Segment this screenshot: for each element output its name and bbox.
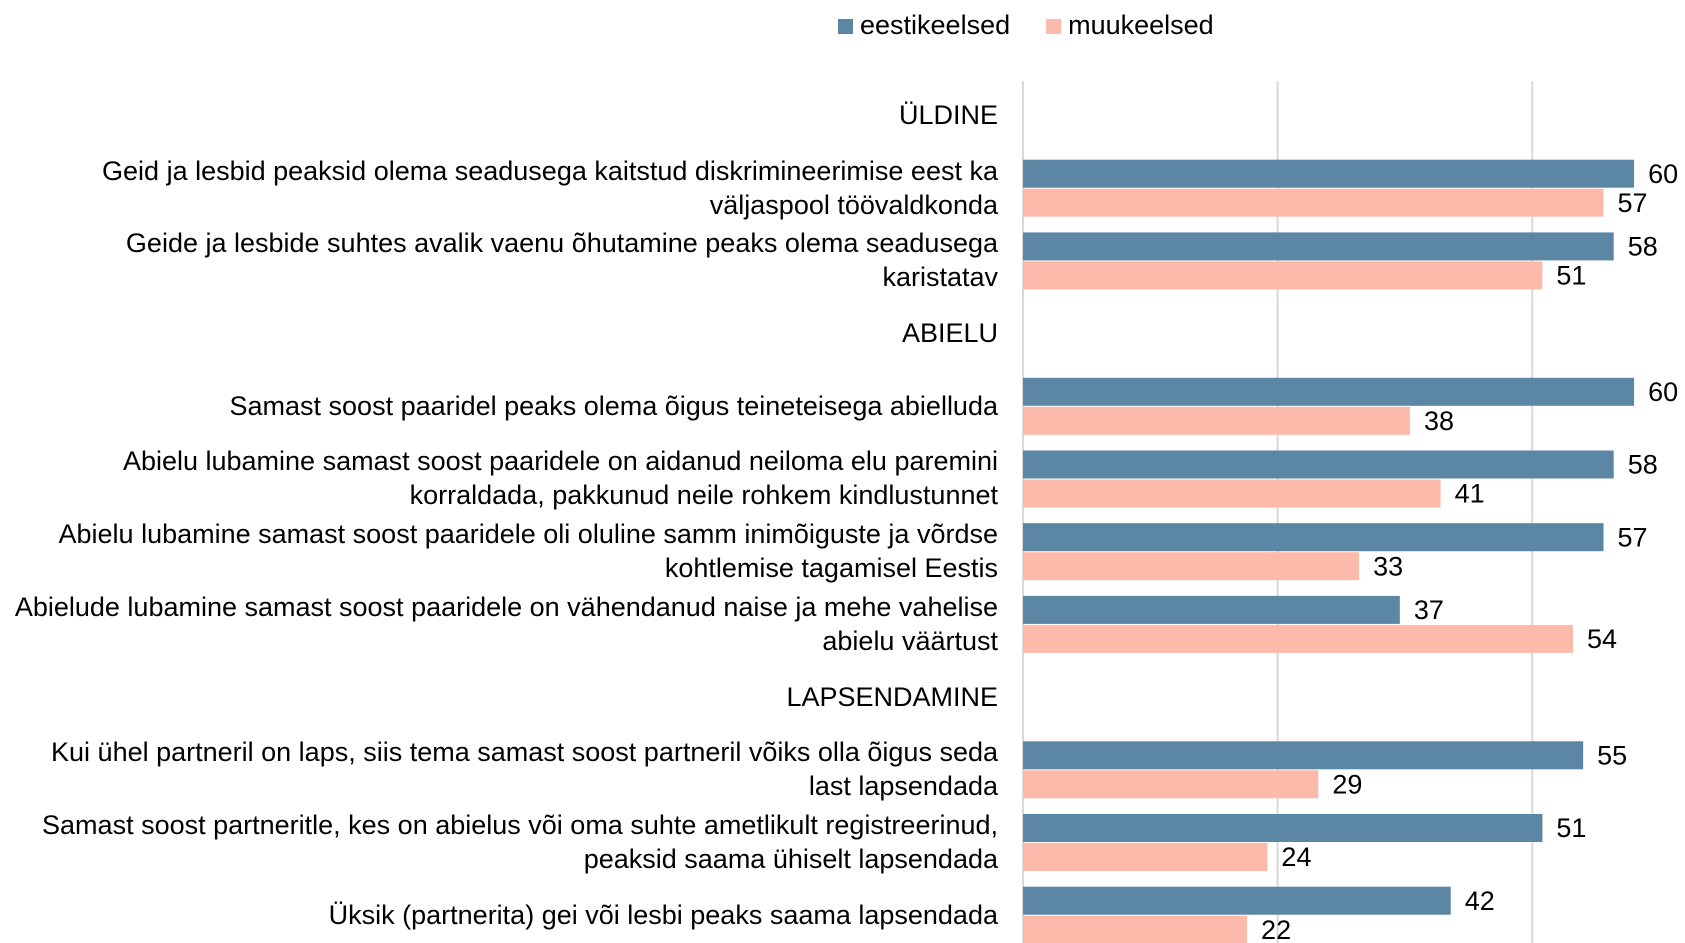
bar (1023, 886, 1451, 915)
data-label: 54 (1587, 624, 1617, 654)
category-label: Samast soost paaridel peaks olema õigus … (229, 390, 999, 421)
data-label: 38 (1424, 406, 1454, 436)
legend-swatch (838, 19, 853, 34)
data-label: 60 (1648, 377, 1678, 407)
category-label: ABIELU (901, 318, 998, 349)
category-text: ÜLDINE (898, 99, 998, 130)
bar (1023, 450, 1614, 479)
bar (1023, 552, 1360, 581)
category-text: Üksik (partnerita) gei või lesbi peaks s… (328, 899, 998, 930)
category-label: Abielu lubamine samast soost paaridele o… (122, 446, 998, 511)
bar (1023, 741, 1584, 770)
category-label: Abielu lubamine samast soost paaridele o… (58, 519, 998, 584)
bar (1023, 915, 1248, 943)
category-label: Geide ja lesbide suhtes avalik vaenu õhu… (125, 228, 998, 293)
data-label: 58 (1628, 232, 1658, 262)
category-label: ÜLDINE (898, 99, 998, 130)
category-text: Kui ühel partneril on laps, siis tema sa… (51, 737, 998, 802)
category-text: Samast soost partneritle, kes on abielus… (42, 809, 998, 874)
data-label: 55 (1597, 740, 1627, 770)
category-text: Abielu lubamine samast soost paaridele o… (122, 446, 998, 511)
bar (1023, 377, 1635, 406)
data-label: 57 (1618, 522, 1648, 552)
bar (1023, 261, 1543, 290)
bar (1023, 188, 1604, 217)
bar (1023, 843, 1268, 871)
category-text: Abielude lubamine samast soost paaridele… (14, 591, 998, 656)
data-label: 57 (1618, 188, 1648, 218)
category-text: Abielu lubamine samast soost paaridele o… (58, 519, 998, 584)
legend-swatch (1046, 19, 1062, 34)
category-label: Kui ühel partneril on laps, siis tema sa… (51, 737, 998, 802)
category-label: Üksik (partnerita) gei või lesbi peaks s… (328, 899, 998, 930)
bar (1023, 770, 1319, 799)
data-label: 24 (1281, 842, 1311, 872)
category-label: Abielude lubamine samast soost paaridele… (14, 591, 998, 656)
bar (1023, 232, 1614, 261)
data-label: 42 (1465, 886, 1495, 916)
category-label: LAPSENDAMINE (786, 681, 998, 712)
data-label: 58 (1628, 450, 1658, 480)
category-text: LAPSENDAMINE (786, 681, 998, 712)
data-label: 41 (1455, 479, 1485, 509)
data-label: 51 (1556, 261, 1586, 291)
category-label: Geid ja lesbid peaksid olema seadusega k… (102, 155, 998, 220)
data-label: 60 (1648, 159, 1678, 189)
category-text: Samast soost paaridel peaks olema õigus … (229, 390, 999, 421)
data-label: 22 (1261, 915, 1291, 943)
category-label: Samast soost partneritle, kes on abielus… (42, 809, 998, 874)
legend-label: eestikeelsed (860, 10, 1010, 40)
bar (1023, 814, 1543, 842)
bar (1023, 479, 1441, 508)
data-label: 51 (1556, 813, 1586, 843)
data-label: 33 (1373, 551, 1403, 581)
bar (1023, 159, 1635, 188)
bar (1023, 523, 1604, 552)
category-text: Geid ja lesbid peaksid olema seadusega k… (102, 155, 998, 220)
bar (1023, 624, 1573, 653)
category-text: ABIELU (901, 318, 998, 349)
data-label: 37 (1414, 595, 1444, 625)
legend-label: muukeelsed (1068, 10, 1214, 40)
bar (1023, 406, 1411, 435)
category-text: Geide ja lesbide suhtes avalik vaenu õhu… (125, 228, 998, 293)
data-label: 29 (1332, 769, 1362, 799)
bar (1023, 595, 1400, 624)
